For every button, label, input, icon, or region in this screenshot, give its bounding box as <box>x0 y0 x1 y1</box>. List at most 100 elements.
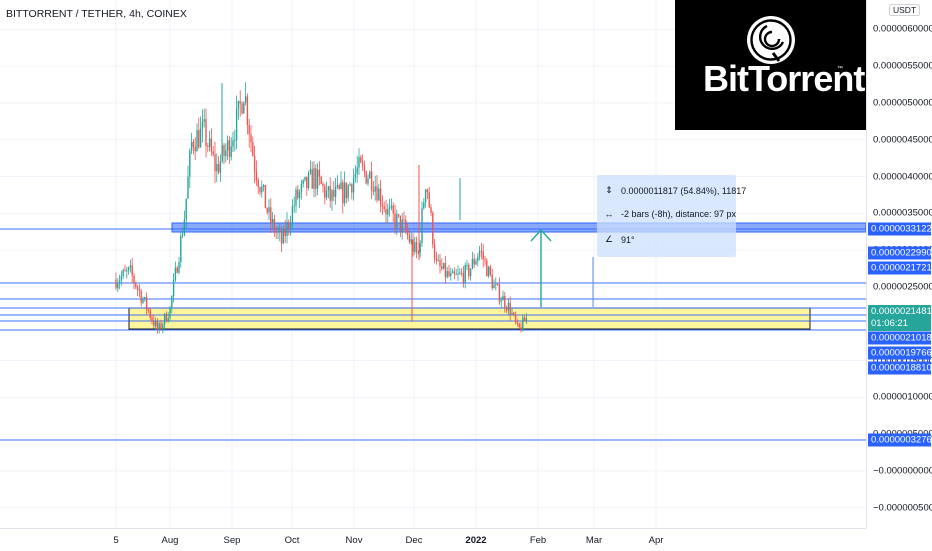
candle-body <box>244 96 247 103</box>
candle-body <box>459 272 461 274</box>
measure-tooltip[interactable]: ⇕ 0.0000011817 (54.84%), 11817 ↔ -2 bars… <box>597 175 746 257</box>
candle-body <box>313 168 315 189</box>
candle-body <box>246 96 249 125</box>
candle-body <box>520 327 522 331</box>
candle-body <box>235 108 238 141</box>
candle-body <box>158 323 160 330</box>
candle-body <box>234 140 236 141</box>
time-tick-label: 5 <box>113 535 119 546</box>
candle-body <box>135 282 137 288</box>
candle-body <box>430 207 432 213</box>
candle-body <box>268 207 270 213</box>
candle-body <box>502 296 504 301</box>
candle-body <box>331 190 333 201</box>
candle-body <box>464 265 466 283</box>
candle-body <box>151 317 153 321</box>
time-tick-label: Oct <box>284 535 300 546</box>
candle-body <box>147 309 150 311</box>
candle-body <box>329 186 331 201</box>
candle-body <box>219 161 222 173</box>
candle-body <box>228 140 231 157</box>
candle-body <box>374 186 376 192</box>
candle-body <box>199 128 202 148</box>
candle-body <box>178 262 180 273</box>
candle-body <box>513 312 515 315</box>
chart-area[interactable]: BITTORRENT / TETHER, 4h, COINEX BitTorre… <box>0 0 866 528</box>
candle-body <box>408 234 411 242</box>
candle-body <box>351 184 353 193</box>
candle-body <box>156 321 159 330</box>
candle-body <box>349 184 351 186</box>
measure-angle: 91° <box>621 234 635 245</box>
candle-body <box>397 214 400 216</box>
candle-body <box>354 173 357 179</box>
price-tick-label: 0.0000045000 <box>873 134 932 146</box>
price-tick-label: −0.0000000000 <box>873 465 932 477</box>
candle-body <box>208 138 211 147</box>
time-scale[interactable]: 5 Aug Sep Oct Nov Dec 2022 Feb Mar Apr <box>0 528 866 551</box>
candle-body <box>507 302 510 311</box>
candle-body <box>487 266 490 277</box>
symbol-title[interactable]: BITTORRENT / TETHER, 4h, COINEX <box>6 8 187 20</box>
chart-canvas[interactable] <box>0 0 866 528</box>
price-badge: 0.0000021018 <box>868 331 932 345</box>
candle-body <box>307 172 310 188</box>
price-tick-label: 0.0000050000 <box>873 97 932 109</box>
candle-body <box>324 186 326 198</box>
candle-body <box>401 219 403 232</box>
candle-body <box>356 167 358 174</box>
candle-body <box>446 271 448 277</box>
candle-body <box>315 168 317 189</box>
horizontal-lines <box>0 228 866 441</box>
bittorrent-logo-text: BitTorrent <box>703 58 865 99</box>
candle-body <box>181 235 184 236</box>
candle-body <box>405 220 407 231</box>
candle-body <box>180 235 182 263</box>
candle-body <box>169 307 171 319</box>
candle-body <box>230 146 232 157</box>
currency-button[interactable]: USDT <box>889 4 921 16</box>
candle-body <box>471 258 474 269</box>
candle-body <box>214 154 216 172</box>
measure-drawing <box>530 228 594 307</box>
candle-body <box>122 270 124 276</box>
candle-body <box>185 198 187 220</box>
candle-body <box>304 176 306 181</box>
zones <box>128 222 866 330</box>
candle-body <box>421 208 423 244</box>
candle-body <box>295 189 297 206</box>
candle-body <box>460 272 463 274</box>
price-scale[interactable]: USDT 0.00000650000.00000600000.000005500… <box>866 0 932 528</box>
candle-body <box>433 244 436 259</box>
candle-body <box>403 219 405 221</box>
time-tick-label: Dec <box>405 535 423 546</box>
candle-body <box>484 259 486 261</box>
candle-body <box>347 185 349 199</box>
candle-body <box>298 191 301 199</box>
price-badge: 0.0000021721 <box>868 261 932 275</box>
candle-body <box>369 171 371 179</box>
candle-body <box>453 271 456 275</box>
candle-body <box>417 252 420 253</box>
candle-body <box>450 273 452 277</box>
candle-body <box>192 141 195 148</box>
candle-body <box>160 323 162 329</box>
candle-body <box>261 186 263 193</box>
candle-body <box>297 189 299 199</box>
candle-body <box>410 238 412 242</box>
candle-body <box>396 214 398 228</box>
price-badge: 0.0000019766 <box>868 346 932 360</box>
candle-body <box>174 267 177 280</box>
candle-body <box>379 188 382 205</box>
candle-body <box>352 178 355 193</box>
candle-body <box>226 140 229 151</box>
candle-body <box>167 318 169 322</box>
candle-body <box>142 299 144 303</box>
candle-body <box>162 324 164 329</box>
candle-body <box>253 155 256 172</box>
candle-body <box>223 145 225 156</box>
candle-body <box>480 250 483 252</box>
candle-body <box>477 256 479 261</box>
candle-body <box>171 296 173 308</box>
candle-body <box>129 265 132 268</box>
